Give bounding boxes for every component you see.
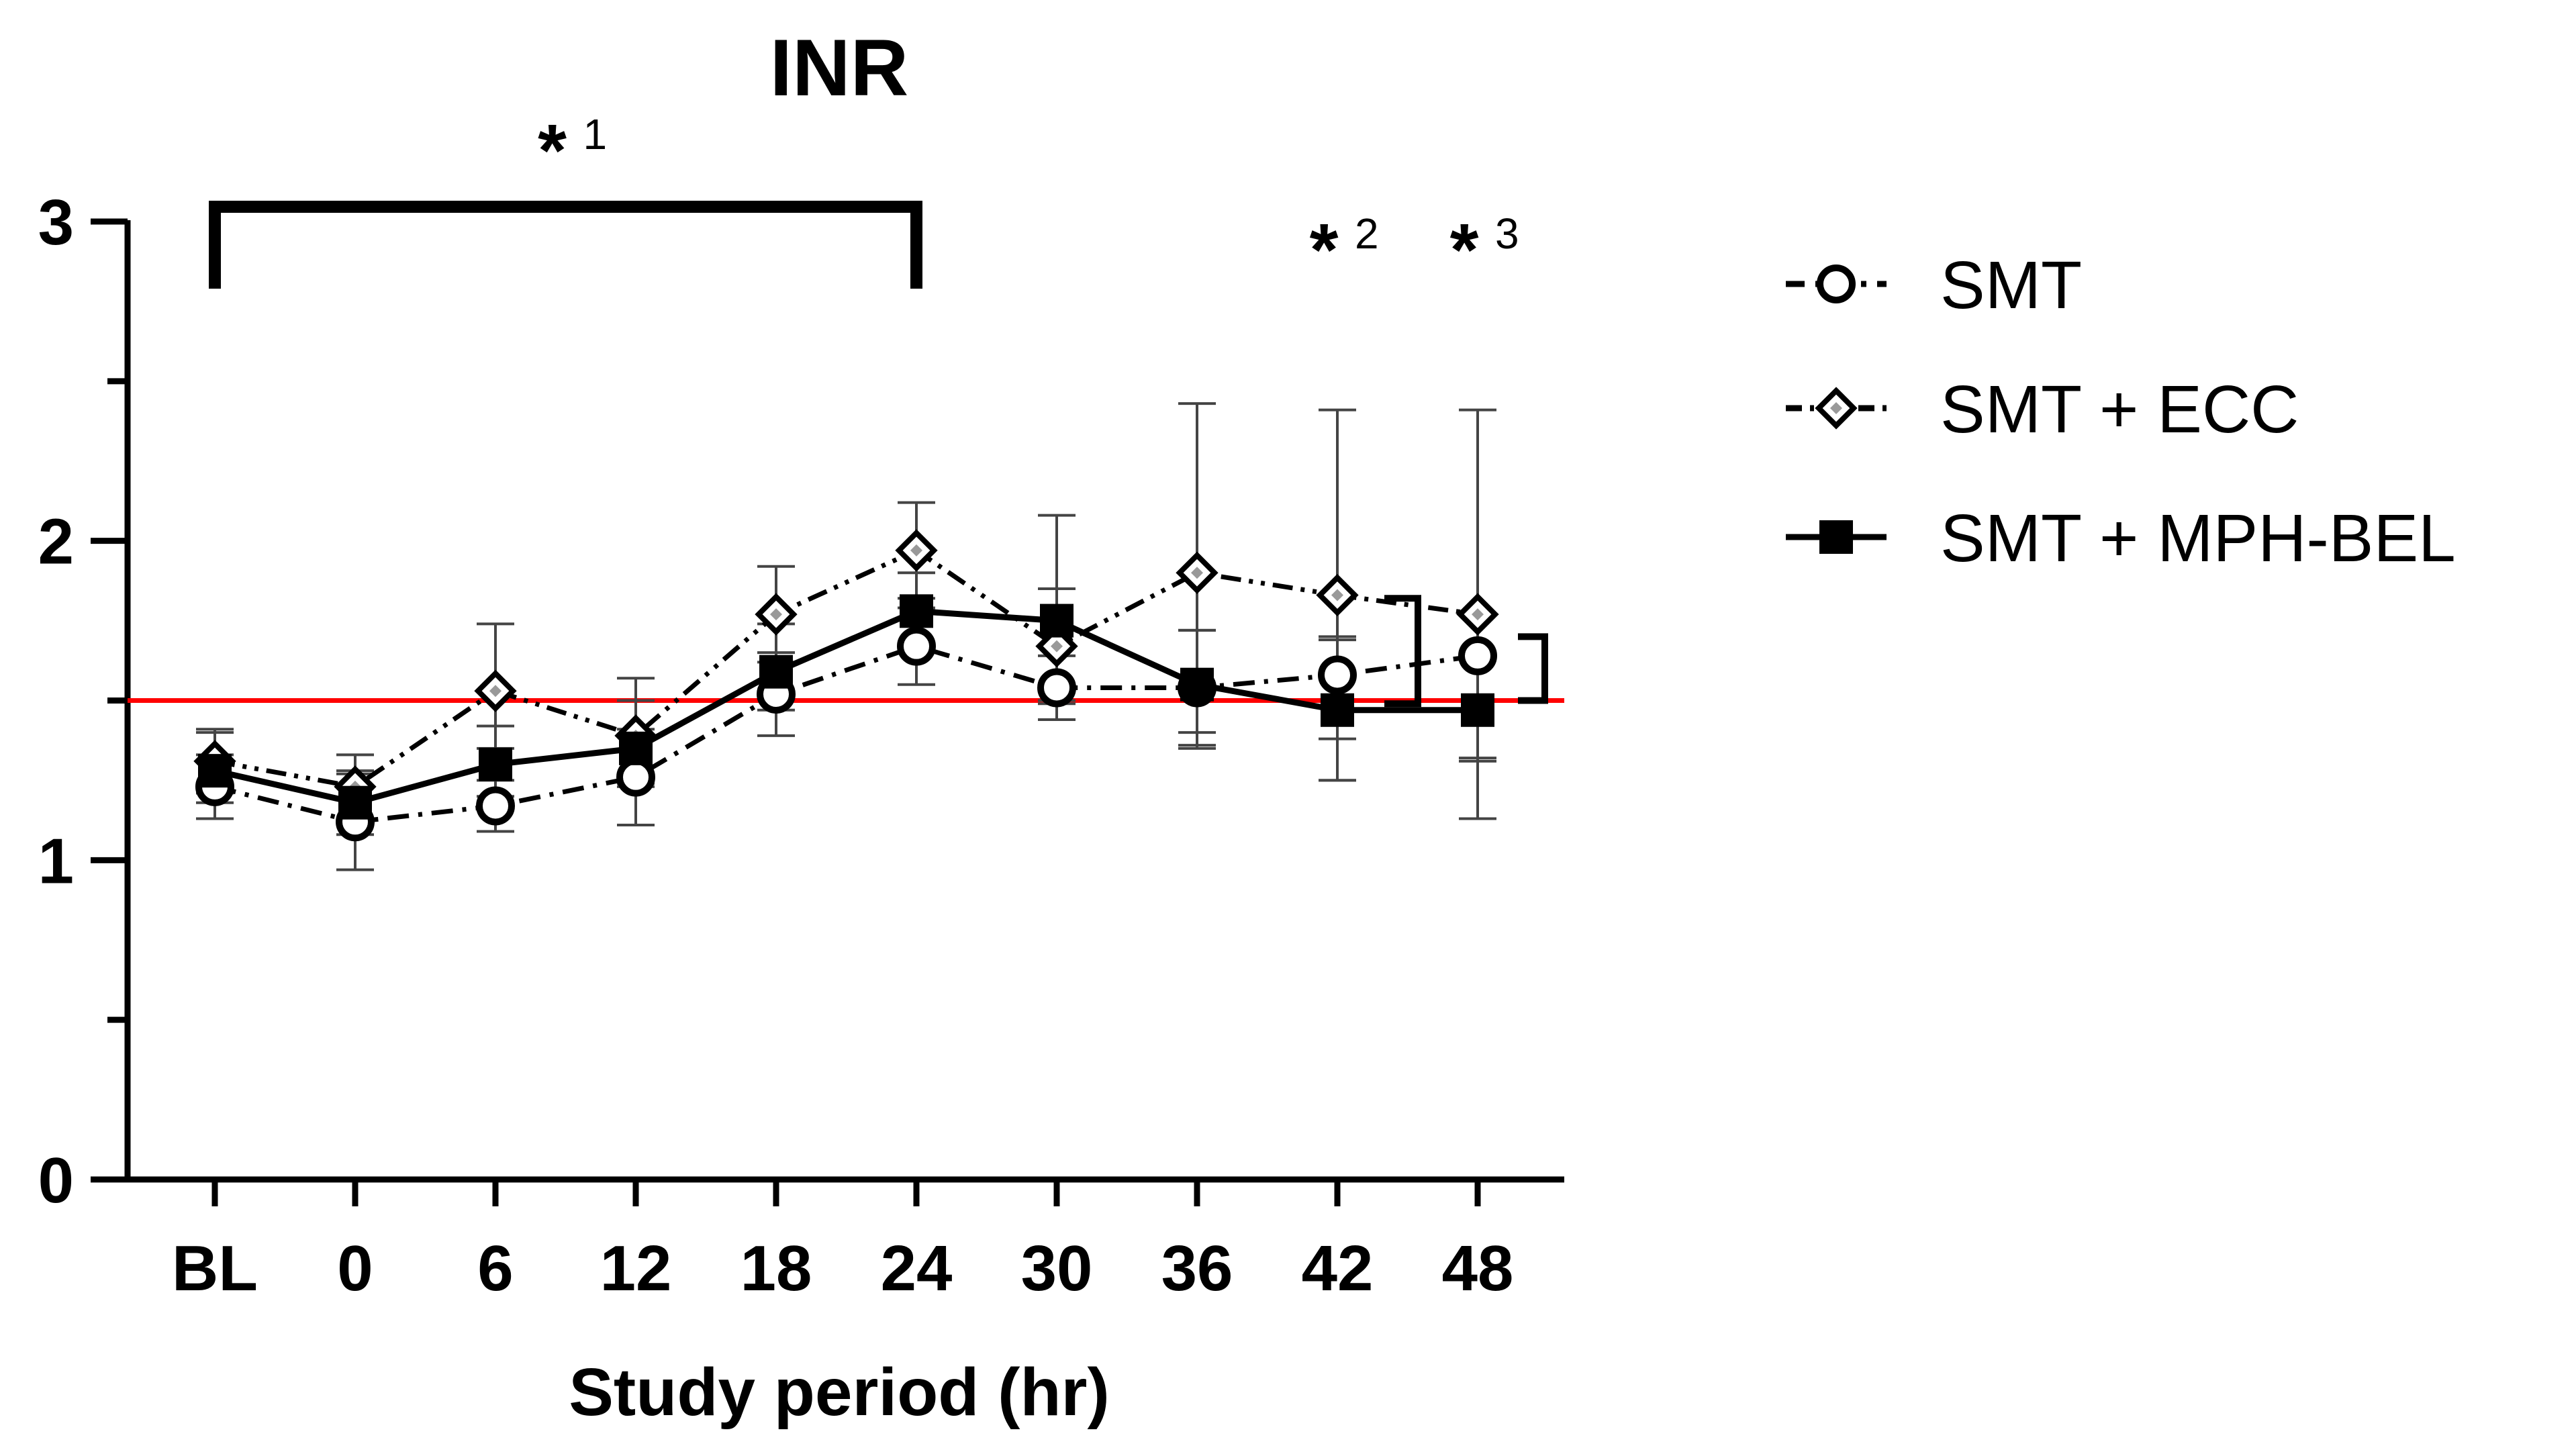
y-tick-label: 1 bbox=[38, 825, 74, 897]
significance-star-1: * bbox=[538, 109, 567, 192]
data-point bbox=[1037, 668, 1076, 708]
series-line-1 bbox=[214, 547, 1478, 789]
data-point bbox=[198, 754, 232, 788]
data-point bbox=[338, 785, 372, 820]
x-tick-label: 18 bbox=[741, 1233, 812, 1304]
data-point bbox=[759, 655, 793, 689]
comparison-bracket-42 bbox=[1384, 595, 1421, 708]
y-tick-label: 0 bbox=[38, 1145, 74, 1216]
legend-label-0: SMT bbox=[1940, 248, 2082, 323]
series-line-2 bbox=[214, 608, 1478, 806]
legend-marker-2 bbox=[1819, 520, 1853, 554]
data-point bbox=[1040, 604, 1074, 638]
legend-label-1: SMT + ECC bbox=[1940, 372, 2299, 447]
x-axis-label: Study period (hr) bbox=[569, 1355, 1110, 1430]
x-tick-label: 36 bbox=[1161, 1233, 1233, 1304]
data-point bbox=[476, 786, 515, 826]
x-tick-label: 12 bbox=[600, 1233, 672, 1304]
significance-star-2: * bbox=[1310, 209, 1339, 291]
chart-title: INR bbox=[770, 23, 909, 113]
data-point-inner bbox=[910, 544, 922, 557]
significance-star-3-sup: 3 bbox=[1495, 209, 1519, 258]
legend-label-2: SMT + MPH-BEL bbox=[1940, 501, 2456, 576]
legend-marker-0 bbox=[1817, 264, 1856, 303]
x-tick-label: 6 bbox=[477, 1233, 513, 1304]
data-point bbox=[1321, 693, 1354, 727]
data-point-inner bbox=[489, 685, 502, 697]
x-tick-label: BL bbox=[172, 1233, 258, 1304]
data-point-inner bbox=[1051, 640, 1063, 653]
x-tick-label: 0 bbox=[337, 1233, 373, 1304]
data-point bbox=[1318, 655, 1357, 695]
data-point bbox=[1180, 667, 1214, 702]
y-tick-label: 3 bbox=[38, 187, 74, 258]
significance-star-1-sup: 1 bbox=[583, 110, 608, 158]
significance-star-3: * bbox=[1450, 209, 1479, 291]
data-point bbox=[479, 747, 512, 781]
data-point bbox=[897, 626, 936, 666]
data-point bbox=[1461, 693, 1494, 727]
x-tick-label: 24 bbox=[881, 1233, 953, 1304]
significance-bracket bbox=[209, 201, 922, 289]
x-tick-label: 30 bbox=[1021, 1233, 1093, 1304]
data-point bbox=[900, 594, 933, 628]
data-point-inner bbox=[1331, 589, 1343, 601]
x-tick-label: 48 bbox=[1442, 1233, 1514, 1304]
data-point-inner bbox=[1472, 608, 1484, 621]
data-point-inner bbox=[770, 608, 782, 621]
series-line-0 bbox=[214, 643, 1478, 824]
data-point-inner bbox=[1191, 567, 1203, 579]
x-tick-label: 42 bbox=[1302, 1233, 1374, 1304]
data-point bbox=[619, 731, 653, 765]
significance-star-2-sup: 2 bbox=[1355, 209, 1379, 258]
y-tick-label: 2 bbox=[38, 506, 74, 578]
legend-marker-1-inner bbox=[1830, 402, 1842, 414]
data-point bbox=[1458, 636, 1497, 675]
comparison-bracket-48 bbox=[1518, 633, 1548, 704]
legend: SMT SMT + ECC SMT + MPH-BEL bbox=[1786, 248, 2456, 576]
data-point bbox=[616, 757, 655, 797]
